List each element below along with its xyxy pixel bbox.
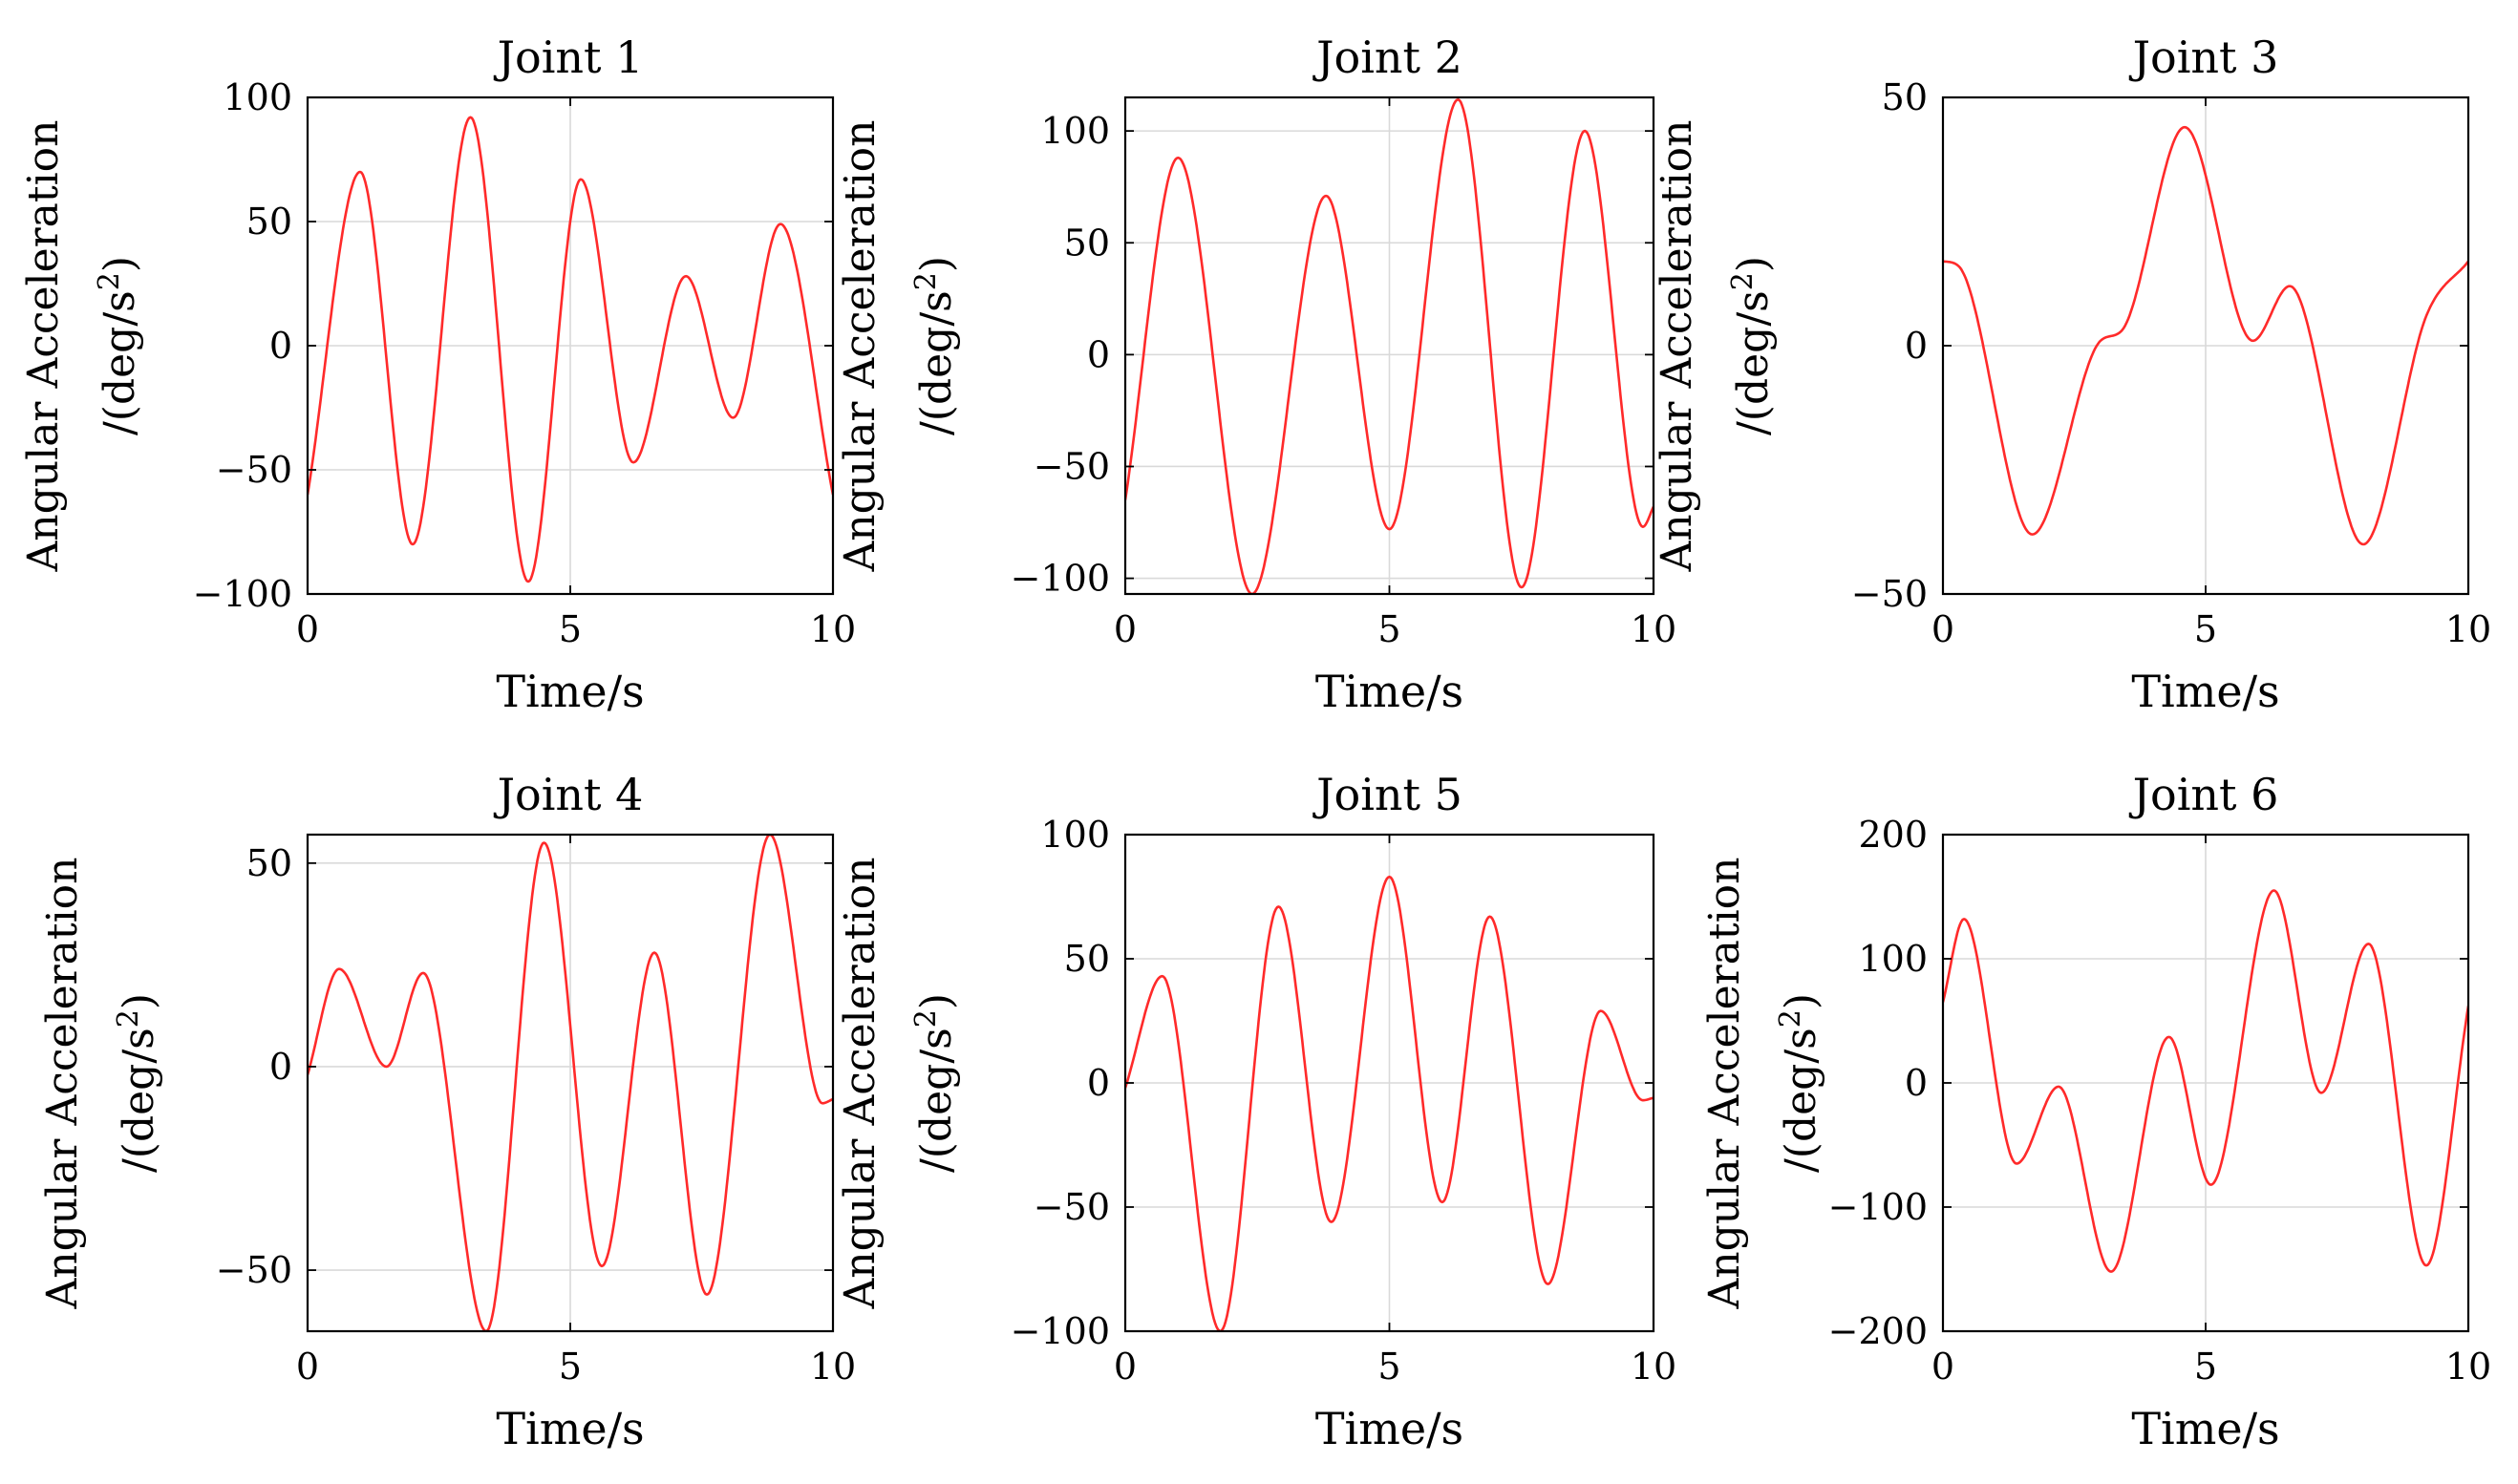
y-axis-unit: /(deg/s2) [112, 993, 163, 1173]
x-tick-label: 0 [1931, 608, 1954, 650]
chart-title: Joint 6 [2129, 769, 2279, 820]
x-tick-label: 0 [1114, 1346, 1137, 1388]
y-axis-label: Angular Acceleration [836, 120, 885, 573]
y-tick-label: −50 [216, 1249, 292, 1291]
y-tick-label: −50 [1034, 445, 1110, 487]
series-line [1943, 889, 2468, 1273]
x-tick-label: 5 [1377, 608, 1400, 650]
y-tick-label: 100 [1040, 814, 1110, 856]
y-tick-label: 0 [1905, 325, 1928, 367]
y-tick-label: −100 [1828, 1186, 1928, 1228]
y-tick-label: 100 [223, 76, 292, 118]
y-axis-label: Angular Acceleration [19, 120, 68, 573]
y-axis-label: Angular Acceleration [836, 858, 885, 1310]
x-tick-label: 0 [1114, 608, 1137, 650]
chart-joint-2: 0 5 10 −100 −50 0 50 100 Joint 2 Time/s Angular Ac… [836, 32, 1676, 717]
x-tick-label: 5 [2194, 608, 2217, 650]
x-axis-label: Time/s [496, 666, 644, 717]
x-tick-label: 10 [810, 1346, 856, 1388]
x-tick-label: 5 [1377, 1346, 1400, 1388]
y-axis-label: Angular Acceleration [38, 858, 87, 1310]
x-axis-label: Time/s [496, 1403, 644, 1454]
x-tick-label: 0 [296, 1346, 319, 1388]
y-tick-label: −100 [1011, 1310, 1110, 1352]
y-tick-label: 50 [1064, 938, 1110, 980]
series-line [1125, 98, 1654, 594]
y-tick-label: 200 [1858, 814, 1928, 856]
series-line [1125, 875, 1654, 1331]
x-tick-label: 10 [1631, 608, 1676, 650]
y-tick-label: 50 [246, 842, 292, 884]
x-axis-label: Time/s [1315, 1403, 1463, 1454]
x-tick-label: 5 [2194, 1346, 2217, 1388]
series-line [1943, 125, 2468, 546]
x-tick-label: 0 [1931, 1346, 1954, 1388]
chart-title: Joint 5 [1312, 769, 1462, 820]
x-tick-label: 10 [810, 608, 856, 650]
y-tick-label: −100 [193, 573, 292, 615]
y-tick-label: −200 [1828, 1310, 1928, 1352]
y-tick-label: 100 [1040, 110, 1110, 152]
y-tick-label: 50 [1882, 76, 1928, 118]
x-axis-label: Time/s [1315, 666, 1463, 717]
x-axis-label: Time/s [2131, 666, 2279, 717]
chart-joint-5: 0 5 10 −100 −50 0 50 100 Joint 5 Time/s Angular Ac… [836, 769, 1676, 1454]
x-tick-label: 10 [2445, 1346, 2491, 1388]
chart-title: Joint 3 [2129, 32, 2279, 83]
y-axis-unit: /(deg/s2) [909, 993, 961, 1173]
y-tick-label: 50 [1064, 222, 1110, 264]
chart-joint-6: 0 5 10 −200 −100 0 100 200 Joint 6 Time/s Angular … [1700, 769, 2491, 1454]
chart-title: Joint 1 [494, 32, 644, 83]
series-line [308, 835, 833, 1331]
y-tick-label: 50 [246, 201, 292, 243]
y-tick-label: 0 [269, 1046, 292, 1088]
x-tick-label: 10 [1631, 1346, 1676, 1388]
y-tick-label: 0 [269, 325, 292, 367]
chart-joint-1: 0 5 10 −100 −50 0 50 100 Joint 1 Time/s Angular Ac… [19, 32, 856, 717]
y-tick-label: −50 [1851, 573, 1928, 615]
y-tick-label: 100 [1858, 938, 1928, 980]
chart-joint-4: 0 5 10 −50 0 50 Joint 4 Time/s Angular Accelerat… [38, 769, 856, 1454]
chart-title: Joint 4 [494, 769, 644, 820]
x-axis-label: Time/s [2131, 1403, 2279, 1454]
y-tick-label: 0 [1087, 1062, 1110, 1104]
y-axis-unit: /(deg/s2) [1726, 256, 1778, 435]
series-line [308, 116, 833, 583]
y-tick-label: −50 [1034, 1186, 1110, 1228]
y-tick-label: −100 [1011, 558, 1110, 600]
y-axis-unit: /(deg/s2) [909, 256, 961, 435]
y-tick-label: 0 [1905, 1062, 1928, 1104]
y-tick-label: 0 [1087, 333, 1110, 375]
y-axis-label: Angular Acceleration [1653, 120, 1701, 573]
y-tick-label: −50 [216, 449, 292, 491]
x-tick-label: 10 [2445, 608, 2491, 650]
x-tick-label: 5 [559, 1346, 582, 1388]
y-axis-unit: /(deg/s2) [93, 256, 144, 435]
y-axis-unit: /(deg/s2) [1774, 993, 1825, 1173]
chart-title: Joint 2 [1312, 32, 1462, 83]
y-axis-label: Angular Acceleration [1700, 858, 1749, 1310]
x-tick-label: 0 [296, 608, 319, 650]
x-tick-label: 5 [559, 608, 582, 650]
